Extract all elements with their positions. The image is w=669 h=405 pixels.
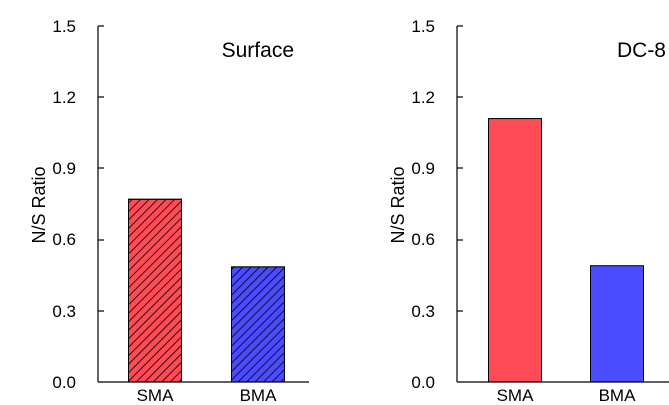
bar-sma <box>488 118 542 383</box>
y-tick-labels: 0.0 0.3 0.6 0.9 1.2 1.5 <box>411 17 435 392</box>
y-tick-label: 1.2 <box>52 88 76 107</box>
y-axis-label: N/S Ratio <box>29 166 49 243</box>
y-tick-label: 1.5 <box>411 17 435 36</box>
y-tick-labels: 0.0 0.3 0.6 0.9 1.2 1.5 <box>52 17 76 392</box>
panel-annotation: Surface <box>222 39 294 62</box>
y-tick-label: 0.9 <box>52 159 76 178</box>
x-tick-label: BMA <box>240 386 278 405</box>
y-axis-label: N/S Ratio <box>388 166 408 243</box>
x-tick-label: SMA <box>137 386 175 405</box>
bars <box>488 118 644 383</box>
y-tick-label: 1.5 <box>52 17 76 36</box>
panel-surface: N/S Ratio 0.0 0.3 0.6 0.9 1.2 1.5 SMA BM… <box>29 17 309 405</box>
axes-frame <box>97 25 309 383</box>
axes-frame <box>456 25 669 383</box>
bar-hatch-sma <box>128 198 182 383</box>
x-tick-label: BMA <box>599 386 637 405</box>
y-tick-label: 0.3 <box>411 302 435 321</box>
x-tick-label: SMA <box>497 386 535 405</box>
y-tick-label: 0.6 <box>52 230 76 249</box>
bar-hatch-bma <box>231 266 285 383</box>
panel-dc8: N/S Ratio 0.0 0.3 0.6 0.9 1.2 1.5 SMA BM… <box>388 17 669 405</box>
y-tick-label: 1.2 <box>411 88 435 107</box>
y-tick-label: 0.0 <box>52 373 76 392</box>
bars <box>128 198 285 383</box>
y-tick-label: 0.6 <box>411 230 435 249</box>
y-tick-label: 0.3 <box>52 302 76 321</box>
y-tick-label: 0.0 <box>411 373 435 392</box>
bar-bma <box>590 265 644 383</box>
y-tick-label: 0.9 <box>411 159 435 178</box>
panel-annotation: DC-8 <box>617 39 666 62</box>
